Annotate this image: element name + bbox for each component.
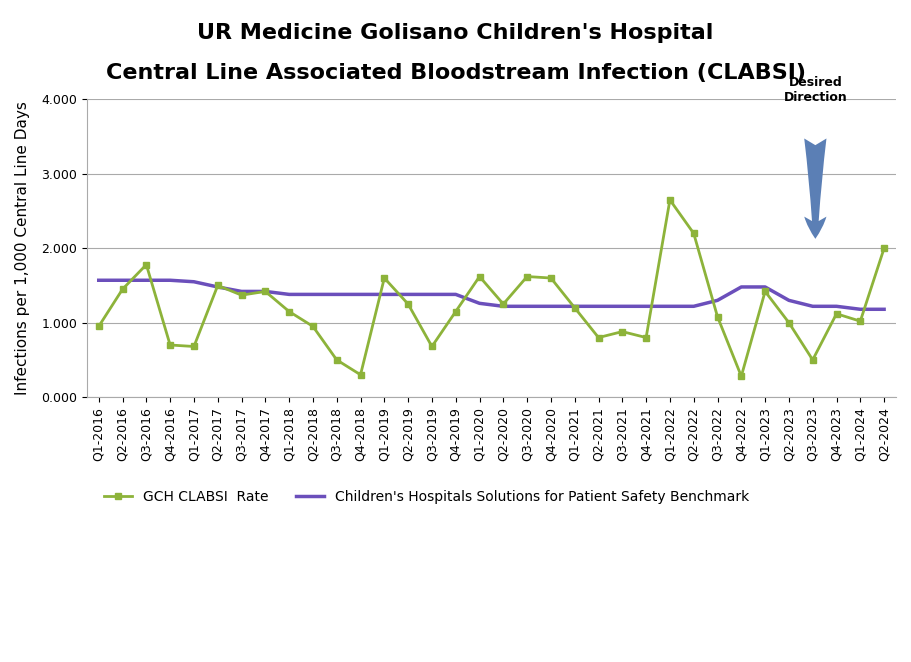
Children's Hospitals Solutions for Patient Safety Benchmark (332, 291, 343, 299)
Children's Hospitals Solutions for Patient Safety Benchmark (283, 291, 294, 299)
GCH CLABSI  Rate (640, 334, 651, 342)
GCH CLABSI  Rate (450, 308, 461, 316)
GCH CLABSI  Rate (712, 312, 723, 320)
Children's Hospitals Solutions for Patient Safety Benchmark (617, 303, 628, 310)
Children's Hospitals Solutions for Patient Safety Benchmark (640, 303, 651, 310)
GCH CLABSI  Rate (165, 341, 176, 349)
Children's Hospitals Solutions for Patient Safety Benchmark (760, 283, 771, 291)
GCH CLABSI  Rate (403, 300, 414, 308)
GCH CLABSI  Rate (736, 372, 747, 380)
Children's Hospitals Solutions for Patient Safety Benchmark (546, 303, 557, 310)
GCH CLABSI  Rate (593, 334, 604, 342)
Children's Hospitals Solutions for Patient Safety Benchmark (93, 276, 104, 284)
Y-axis label: Infections per 1,000 Central Line Days: Infections per 1,000 Central Line Days (15, 101, 30, 395)
GCH CLABSI  Rate (426, 342, 437, 350)
Children's Hospitals Solutions for Patient Safety Benchmark (260, 287, 271, 295)
GCH CLABSI  Rate (497, 300, 508, 308)
GCH CLABSI  Rate (546, 274, 557, 282)
Children's Hospitals Solutions for Patient Safety Benchmark (712, 297, 723, 305)
Children's Hospitals Solutions for Patient Safety Benchmark (497, 303, 508, 310)
Children's Hospitals Solutions for Patient Safety Benchmark (783, 297, 794, 305)
GCH CLABSI  Rate (93, 322, 104, 330)
GCH CLABSI  Rate (807, 356, 818, 364)
GCH CLABSI  Rate (522, 273, 533, 281)
GCH CLABSI  Rate (189, 342, 200, 350)
Children's Hospitals Solutions for Patient Safety Benchmark (307, 291, 318, 299)
Children's Hospitals Solutions for Patient Safety Benchmark (593, 303, 604, 310)
GCH CLABSI  Rate (855, 317, 865, 325)
GCH CLABSI  Rate (141, 261, 152, 269)
Children's Hospitals Solutions for Patient Safety Benchmark (878, 305, 889, 313)
Children's Hospitals Solutions for Patient Safety Benchmark (141, 276, 152, 284)
GCH CLABSI  Rate (118, 285, 128, 293)
Children's Hospitals Solutions for Patient Safety Benchmark (474, 299, 485, 307)
GCH CLABSI  Rate (355, 371, 366, 379)
Children's Hospitals Solutions for Patient Safety Benchmark (855, 305, 865, 313)
GCH CLABSI  Rate (569, 304, 580, 312)
Children's Hospitals Solutions for Patient Safety Benchmark (736, 283, 747, 291)
GCH CLABSI  Rate (212, 281, 223, 289)
Children's Hospitals Solutions for Patient Safety Benchmark (688, 303, 699, 310)
GCH CLABSI  Rate (664, 196, 675, 204)
GCH CLABSI  Rate (474, 273, 485, 281)
Children's Hospitals Solutions for Patient Safety Benchmark (118, 276, 128, 284)
GCH CLABSI  Rate (283, 308, 294, 316)
GCH CLABSI  Rate (831, 310, 842, 318)
Children's Hospitals Solutions for Patient Safety Benchmark (522, 303, 533, 310)
Children's Hospitals Solutions for Patient Safety Benchmark (165, 276, 176, 284)
GCH CLABSI  Rate (260, 287, 271, 295)
GCH CLABSI  Rate (332, 356, 343, 364)
Children's Hospitals Solutions for Patient Safety Benchmark (403, 291, 414, 299)
Children's Hospitals Solutions for Patient Safety Benchmark (831, 303, 842, 310)
Text: UR Medicine Golisano Children's Hospital: UR Medicine Golisano Children's Hospital (198, 23, 713, 43)
Children's Hospitals Solutions for Patient Safety Benchmark (807, 303, 818, 310)
Children's Hospitals Solutions for Patient Safety Benchmark (664, 303, 675, 310)
Children's Hospitals Solutions for Patient Safety Benchmark (450, 291, 461, 299)
Children's Hospitals Solutions for Patient Safety Benchmark (426, 291, 437, 299)
Line: GCH CLABSI  Rate: GCH CLABSI Rate (96, 197, 887, 380)
GCH CLABSI  Rate (379, 274, 390, 282)
Text: Central Line Associated Bloodstream Infection (CLABSI): Central Line Associated Bloodstream Infe… (106, 63, 805, 83)
Children's Hospitals Solutions for Patient Safety Benchmark (189, 278, 200, 286)
Children's Hospitals Solutions for Patient Safety Benchmark (379, 291, 390, 299)
GCH CLABSI  Rate (236, 291, 247, 299)
Children's Hospitals Solutions for Patient Safety Benchmark (569, 303, 580, 310)
Children's Hospitals Solutions for Patient Safety Benchmark (355, 291, 366, 299)
GCH CLABSI  Rate (760, 287, 771, 295)
GCH CLABSI  Rate (617, 328, 628, 336)
Text: Desired
Direction: Desired Direction (783, 76, 847, 104)
Legend: GCH CLABSI  Rate, Children's Hospitals Solutions for Patient Safety Benchmark: GCH CLABSI Rate, Children's Hospitals So… (98, 484, 755, 509)
GCH CLABSI  Rate (783, 318, 794, 326)
Children's Hospitals Solutions for Patient Safety Benchmark (212, 283, 223, 291)
GCH CLABSI  Rate (878, 244, 889, 252)
GCH CLABSI  Rate (307, 322, 318, 330)
Children's Hospitals Solutions for Patient Safety Benchmark (236, 287, 247, 295)
Line: Children's Hospitals Solutions for Patient Safety Benchmark: Children's Hospitals Solutions for Patie… (98, 280, 884, 309)
GCH CLABSI  Rate (688, 230, 699, 238)
